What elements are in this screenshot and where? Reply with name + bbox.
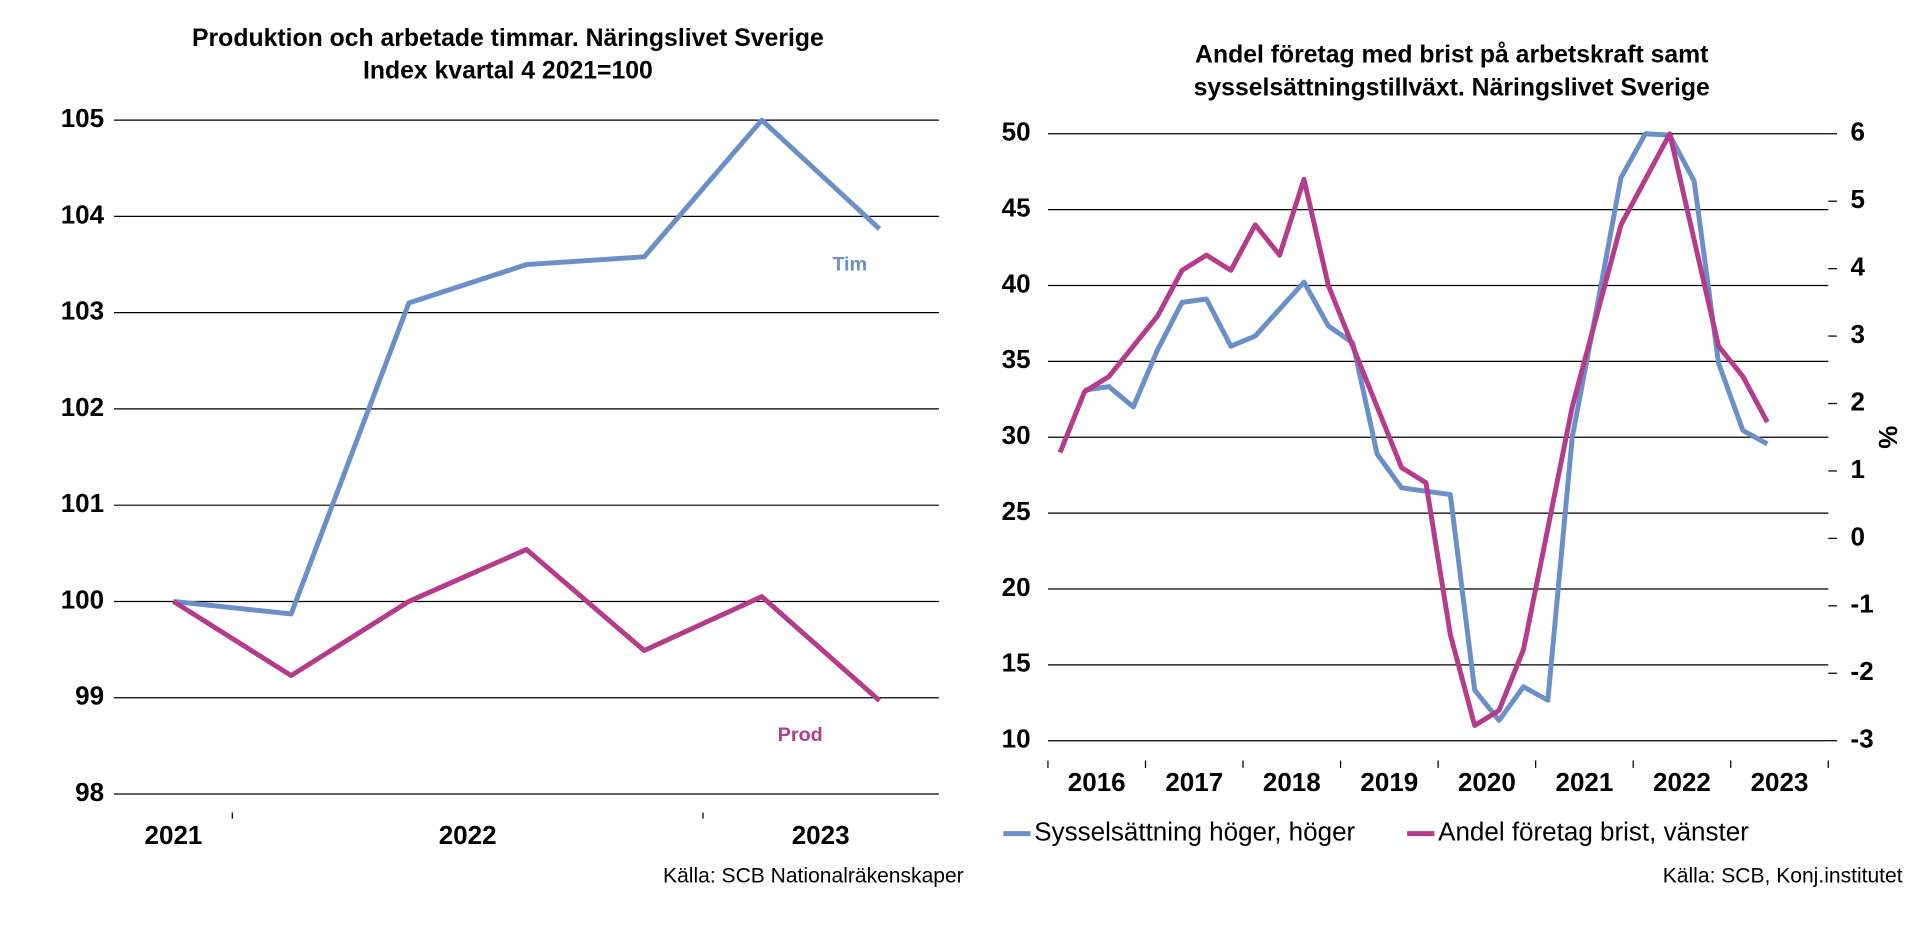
y2-axis-label: % <box>1873 426 1903 449</box>
chart-subtitle: Index kvartal 4 2021=100 <box>363 57 653 84</box>
y-tick-label: 98 <box>75 777 104 807</box>
series-label: Tim <box>832 253 867 275</box>
y-tick-label: 105 <box>61 103 104 133</box>
y2-tick-label: 1 <box>1851 454 1865 484</box>
data-line <box>1084 131 1769 723</box>
chart-title: Produktion och arbetade timmar. Näringsl… <box>192 25 824 52</box>
y2-tick-label: 4 <box>1851 252 1866 282</box>
y-tick-label: 30 <box>1002 420 1031 450</box>
y-tick-label: 99 <box>75 681 104 711</box>
source: Källa: SCB Nationalräkenskaper <box>663 865 964 888</box>
series-label: Prod <box>778 724 823 746</box>
y-tick-label: 15 <box>1002 648 1031 678</box>
chart-title: Andel företag med brist på arbetskraft s… <box>1195 41 1708 68</box>
x-tick-label: 2021 <box>145 820 203 850</box>
y2-tick-label: -2 <box>1851 656 1874 686</box>
y-tick-label: 103 <box>61 296 104 326</box>
x-tick-label: 2018 <box>1263 767 1321 797</box>
y-tick-label: 102 <box>61 392 104 422</box>
chart-title: sysselsättningstillväxt. Näringslivet Sv… <box>1194 75 1710 102</box>
y-tick-label: 100 <box>61 584 104 614</box>
x-tick-label: 2022 <box>439 820 497 850</box>
x-tick-label: 2022 <box>1653 767 1711 797</box>
y-tick-label: 40 <box>1002 268 1031 298</box>
y2-tick-label: 6 <box>1851 117 1865 147</box>
y2-tick-label: 2 <box>1851 386 1865 416</box>
x-tick-label: 2023 <box>792 820 850 850</box>
x-tick-label: 2020 <box>1458 767 1516 797</box>
legend-label: Sysselsättning höger, höger <box>1034 816 1355 846</box>
x-tick-label: 2023 <box>1751 767 1809 797</box>
data-line <box>173 117 882 617</box>
legend-label: Andel företag brist, vänster <box>1438 816 1749 846</box>
x-tick-label: 2021 <box>1556 767 1614 797</box>
data-line <box>172 546 882 703</box>
y2-tick-label: -3 <box>1851 724 1874 754</box>
y-tick-label: 10 <box>1002 724 1031 754</box>
x-tick-label: 2017 <box>1165 767 1223 797</box>
x-tick-label: 2016 <box>1068 767 1126 797</box>
y2-tick-label: 5 <box>1851 184 1865 214</box>
y-tick-label: 45 <box>1002 193 1031 223</box>
y-tick-label: 35 <box>1002 344 1031 374</box>
source: Källa: SCB, Konj.institutet <box>1663 865 1903 888</box>
y-tick-label: 20 <box>1002 572 1031 602</box>
y-tick-label: 50 <box>1002 117 1031 147</box>
y-tick-label: 104 <box>61 199 105 229</box>
y2-tick-label: 0 <box>1851 521 1865 551</box>
x-tick-label: 2019 <box>1360 767 1418 797</box>
y-tick-label: 101 <box>61 488 104 518</box>
y2-tick-label: 3 <box>1851 319 1865 349</box>
y2-tick-label: -1 <box>1851 589 1874 619</box>
data-line <box>1057 131 1770 729</box>
y-tick-label: 25 <box>1002 496 1031 526</box>
